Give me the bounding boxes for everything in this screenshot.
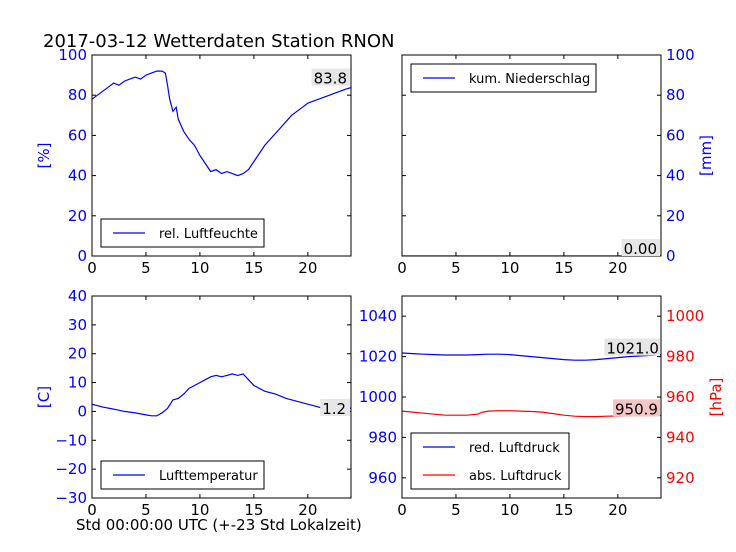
- y-tick-label-humidity: 100: [58, 46, 87, 64]
- y-tick-label-humidity: 60: [68, 126, 87, 144]
- y-tick-label-temperature: −30: [55, 489, 87, 507]
- y-tick-label-temperature: −10: [55, 431, 87, 449]
- x-tick-label-pressure: 15: [554, 501, 573, 519]
- y-tick-label-humidity: 20: [68, 207, 87, 225]
- x-tick-label-temperature: 0: [87, 501, 97, 519]
- last-value-humidity-bg: [311, 68, 350, 86]
- chart-panel-temperature: 0 5 10 15 20 −30 −20 −10 0 10 20 30 40 [C] 1.2 Lufttemp…: [35, 287, 352, 519]
- y-axis-label-humidity: [%]: [35, 143, 53, 169]
- last-value-humidity: 83.8: [314, 70, 347, 88]
- y2-tick-label-pressure: 1000: [666, 307, 704, 325]
- y2-tick-label-pressure: 920: [666, 469, 695, 487]
- y2-tick-label-pressure: 980: [666, 348, 695, 366]
- last-value-temperature: 1.2: [322, 400, 346, 418]
- y-tick-label-humidity: 80: [68, 86, 87, 104]
- y-tick-label-temperature: 30: [68, 316, 87, 334]
- x-tick-label-humidity: 20: [298, 259, 317, 277]
- x-tick-label-humidity: 10: [190, 259, 209, 277]
- x-tick-label-temperature: 20: [298, 501, 317, 519]
- last-value-pressure-0: 1021.0: [606, 340, 659, 358]
- series-line-pressure-0: [402, 352, 661, 361]
- x-tick-label-precipitation: 20: [608, 259, 627, 277]
- y-tick-label-precipitation: 20: [666, 207, 685, 225]
- last-value-precipitation-bg: [621, 239, 660, 256]
- x-tick-label-temperature: 5: [141, 501, 151, 519]
- x-tick-label-pressure: 5: [451, 501, 461, 519]
- last-value-pressure-1: 950.9: [615, 400, 658, 418]
- x-tick-label-humidity: 5: [141, 259, 151, 277]
- y2-tick-label-pressure: 940: [666, 428, 695, 446]
- x-tick-label-humidity: 15: [244, 259, 263, 277]
- y-tick-label-temperature: −20: [55, 460, 87, 478]
- legend-pressure: red. Luftdruck abs. Luftdruck: [410, 432, 570, 490]
- legend-humidity: rel. Luftfeuchte: [100, 218, 265, 248]
- plot-frame-humidity: [91, 54, 352, 257]
- x-tick-label-precipitation: 15: [554, 259, 573, 277]
- y-tick-label-temperature: 40: [68, 287, 87, 305]
- x-tick-label-humidity: 0: [87, 259, 97, 277]
- y-tick-label-temperature: 0: [77, 402, 87, 420]
- y-tick-label-pressure: 1020: [359, 348, 397, 366]
- x-tick-label-precipitation: 0: [397, 259, 407, 277]
- y-tick-label-temperature: 10: [68, 374, 87, 392]
- x-tick-label-temperature: 10: [190, 501, 209, 519]
- y-tick-label-precipitation: 100: [666, 46, 695, 64]
- y-axis-label-precipitation: [mm]: [697, 135, 715, 176]
- x-axis-label: Std 00:00:00 UTC (+-23 Std Lokalzeit): [76, 516, 362, 534]
- y2-tick-label-pressure: 960: [666, 388, 695, 406]
- y-tick-label-humidity: 0: [77, 247, 87, 265]
- y2-axis-label-pressure: [hPa]: [707, 378, 725, 417]
- x-tick-label-temperature: 15: [244, 501, 263, 519]
- chart-panel-humidity: 0 5 10 15 20 0 20 40 60 80 100 [%] 83.8 rel. Luftfeuc…: [35, 46, 352, 277]
- x-tick-label-precipitation: 5: [451, 259, 461, 277]
- y-tick-label-precipitation: 0: [666, 247, 676, 265]
- y-tick-label-pressure: 960: [368, 469, 397, 487]
- y-tick-label-precipitation: 60: [666, 126, 685, 144]
- series-line-temperature-0: [92, 373, 351, 417]
- chart-panel-pressure: 0 5 10 15 20 960 980 1000 1020 1040 920 940 960 980 10…: [359, 295, 725, 519]
- y-tick-label-pressure: 1040: [359, 307, 397, 325]
- legend-label-temperature-0: Lufttemperatur: [159, 469, 258, 484]
- last-value-pressure-0-bg: [604, 338, 660, 356]
- y-tick-label-pressure: 1000: [359, 388, 397, 406]
- last-value-precipitation: 0.00: [624, 240, 657, 258]
- x-tick-label-pressure: 10: [500, 501, 519, 519]
- y-tick-label-humidity: 40: [68, 167, 87, 185]
- page-title: 2017-03-12 Wetterdaten Station RNON: [43, 31, 395, 52]
- y-tick-label-precipitation: 40: [666, 167, 685, 185]
- legend-precipitation: kum. Niederschlag: [410, 63, 597, 93]
- plot-frame-precipitation: [401, 54, 662, 257]
- x-tick-label-pressure: 0: [397, 501, 407, 519]
- legend-label-pressure-1: abs. Luftdruck: [469, 469, 562, 484]
- y-tick-label-pressure: 980: [368, 428, 397, 446]
- y-axis-label-temperature: [C]: [35, 386, 53, 408]
- x-tick-label-pressure: 20: [608, 501, 627, 519]
- last-value-pressure-1-bg: [613, 399, 660, 417]
- last-value-temperature-bg: [320, 398, 350, 416]
- legend-label-precipitation-0: kum. Niederschlag: [469, 72, 590, 87]
- chart-panel-precipitation: 0 5 10 15 20 0 20 40 60 80 100 [mm] 0.00 kum. Nieders…: [397, 46, 715, 277]
- y-tick-label-precipitation: 80: [666, 86, 685, 104]
- legend-temperature: Lufttemperatur: [100, 460, 265, 490]
- plot-frame-temperature: [91, 295, 352, 499]
- x-tick-label-precipitation: 10: [500, 259, 519, 277]
- legend-label-humidity-0: rel. Luftfeuchte: [159, 227, 258, 242]
- series-line-humidity-0: [92, 70, 351, 177]
- legend-box-pressure: [410, 432, 570, 490]
- y-tick-label-temperature: 20: [68, 345, 87, 363]
- legend-label-pressure-0: red. Luftdruck: [469, 441, 560, 456]
